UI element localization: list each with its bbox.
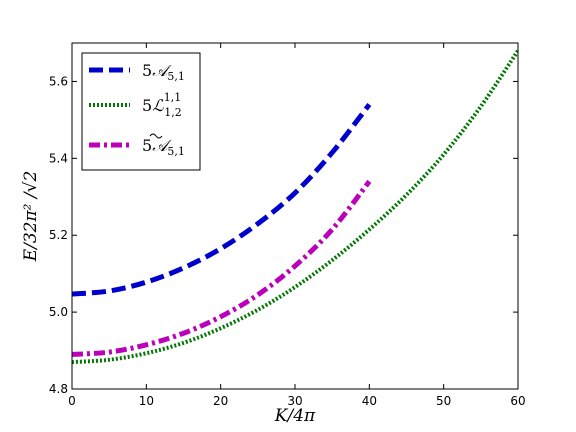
series-line-3 <box>72 179 372 357</box>
y-axis-label: E/32π² /√2 <box>21 171 41 263</box>
y-tick-label: 5.6 <box>49 74 68 88</box>
x-tick-label: 40 <box>362 394 377 408</box>
y-tick-label: 4.8 <box>49 382 68 396</box>
x-tick-label: 20 <box>213 394 228 408</box>
series-line-1 <box>72 102 372 297</box>
x-axis-label: K/4π <box>274 406 316 426</box>
y-tick-label: 5.2 <box>49 228 68 242</box>
x-tick-label: 30 <box>287 394 302 408</box>
y-tick-label: 5.0 <box>49 305 68 319</box>
x-tick-label: 50 <box>436 394 451 408</box>
x-tick-label: 0 <box>68 394 76 408</box>
x-tick-label: 60 <box>510 394 525 408</box>
y-tick-label: 5.4 <box>49 151 68 165</box>
legend-label-3-tilde <box>149 133 163 139</box>
legend: 5𝒜5,1 5ℒ1,1 1,2 5𝒜5,1 <box>81 52 201 171</box>
x-tick-label: 10 <box>139 394 154 408</box>
